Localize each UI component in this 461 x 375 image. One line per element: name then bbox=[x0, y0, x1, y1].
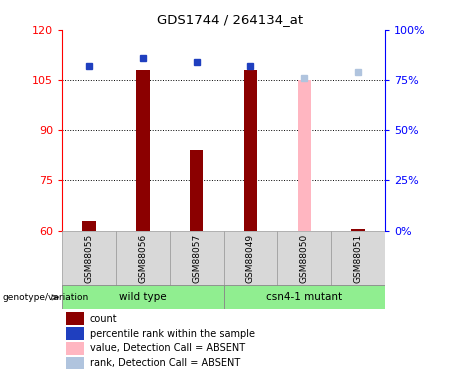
Text: csn4-1 mutant: csn4-1 mutant bbox=[266, 292, 343, 302]
Bar bbox=[170, 231, 224, 287]
Bar bbox=[136, 70, 150, 231]
Bar bbox=[66, 342, 84, 355]
Text: percentile rank within the sample: percentile rank within the sample bbox=[89, 328, 254, 339]
Bar bbox=[331, 231, 385, 287]
Text: count: count bbox=[89, 314, 117, 324]
Text: rank, Detection Call = ABSENT: rank, Detection Call = ABSENT bbox=[89, 358, 240, 368]
Text: GSM88050: GSM88050 bbox=[300, 233, 309, 283]
Bar bbox=[62, 231, 116, 287]
Text: wild type: wild type bbox=[119, 292, 167, 302]
Text: GDS1744 / 264134_at: GDS1744 / 264134_at bbox=[158, 13, 303, 26]
Bar bbox=[224, 231, 278, 287]
Text: genotype/variation: genotype/variation bbox=[2, 292, 89, 302]
Bar bbox=[224, 285, 385, 309]
Text: GSM88051: GSM88051 bbox=[354, 233, 362, 283]
Bar bbox=[83, 220, 96, 231]
Text: GSM88057: GSM88057 bbox=[192, 233, 201, 283]
Bar bbox=[244, 70, 257, 231]
Bar bbox=[66, 327, 84, 340]
Bar bbox=[116, 231, 170, 287]
Text: GSM88056: GSM88056 bbox=[138, 233, 148, 283]
Bar bbox=[190, 150, 203, 231]
Text: GSM88055: GSM88055 bbox=[85, 233, 94, 283]
Bar bbox=[351, 229, 365, 231]
Bar bbox=[66, 312, 84, 325]
Text: GSM88049: GSM88049 bbox=[246, 233, 255, 283]
Bar bbox=[62, 285, 224, 309]
Text: value, Detection Call = ABSENT: value, Detection Call = ABSENT bbox=[89, 344, 245, 353]
Bar bbox=[297, 80, 311, 231]
Bar bbox=[66, 357, 84, 369]
Bar bbox=[278, 231, 331, 287]
